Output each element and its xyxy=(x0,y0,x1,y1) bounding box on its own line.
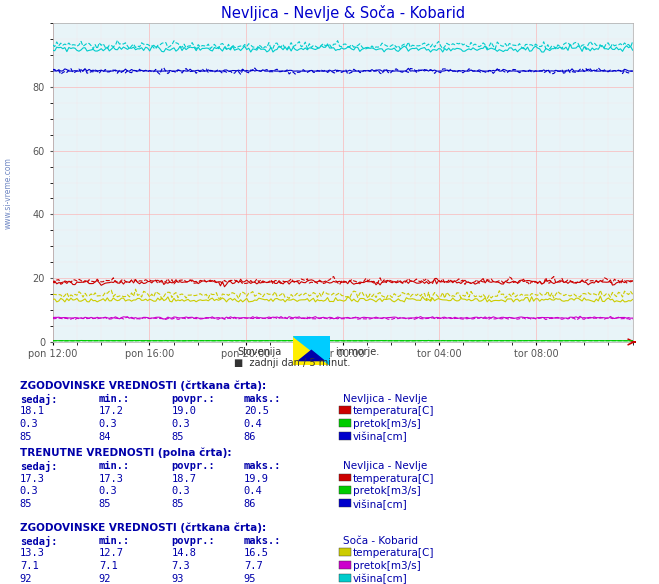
Text: in morje.: in morje. xyxy=(336,346,380,357)
Polygon shape xyxy=(293,336,330,365)
Text: 85: 85 xyxy=(99,499,111,509)
Polygon shape xyxy=(299,350,324,361)
Text: 18.1: 18.1 xyxy=(20,406,45,416)
Text: maks.:: maks.: xyxy=(244,461,281,471)
Text: 17.3: 17.3 xyxy=(99,474,124,484)
Text: temperatura[C]: temperatura[C] xyxy=(353,474,434,484)
Text: 92: 92 xyxy=(99,574,111,584)
Text: 85: 85 xyxy=(20,499,32,509)
Text: 12.7: 12.7 xyxy=(99,548,124,558)
Text: povpr.:: povpr.: xyxy=(171,394,215,404)
Polygon shape xyxy=(293,336,330,365)
Text: min.:: min.: xyxy=(99,394,130,404)
Text: višina[cm]: višina[cm] xyxy=(353,499,407,510)
Text: 14.8: 14.8 xyxy=(171,548,196,558)
Text: min.:: min.: xyxy=(99,461,130,471)
Text: 93: 93 xyxy=(171,574,184,584)
Text: pretok[m3/s]: pretok[m3/s] xyxy=(353,486,420,496)
Title: Nevljica - Nevlje & Soča - Kobarid: Nevljica - Nevlje & Soča - Kobarid xyxy=(221,5,465,21)
Text: 19.9: 19.9 xyxy=(244,474,269,484)
Text: 84: 84 xyxy=(99,432,111,442)
Text: 0.3: 0.3 xyxy=(99,419,117,429)
Text: 0.3: 0.3 xyxy=(171,419,190,429)
Text: povpr.:: povpr.: xyxy=(171,536,215,545)
Text: min.:: min.: xyxy=(99,536,130,545)
Text: ■  zadnji dan / 5 minut.: ■ zadnji dan / 5 minut. xyxy=(234,358,351,369)
Text: 0.4: 0.4 xyxy=(244,486,262,496)
Text: 13.3: 13.3 xyxy=(20,548,45,558)
Text: Soča - Kobarid: Soča - Kobarid xyxy=(343,536,418,545)
Text: Nevljica - Nevlje: Nevljica - Nevlje xyxy=(343,461,427,471)
Text: 95: 95 xyxy=(244,574,256,584)
Text: Slovenija: Slovenija xyxy=(237,346,281,357)
Text: 85: 85 xyxy=(171,432,184,442)
Text: sedaj:: sedaj: xyxy=(20,536,57,547)
Text: 0.3: 0.3 xyxy=(99,486,117,496)
Text: temperatura[C]: temperatura[C] xyxy=(353,406,434,416)
Text: višina[cm]: višina[cm] xyxy=(353,432,407,443)
Text: 19.0: 19.0 xyxy=(171,406,196,416)
Text: 18.7: 18.7 xyxy=(171,474,196,484)
Text: 7.3: 7.3 xyxy=(171,561,190,571)
Text: povpr.:: povpr.: xyxy=(171,461,215,471)
Text: 17.3: 17.3 xyxy=(20,474,45,484)
Text: 85: 85 xyxy=(171,499,184,509)
Text: 0.3: 0.3 xyxy=(20,419,38,429)
Text: www.si-vreme.com: www.si-vreme.com xyxy=(4,157,13,229)
Text: 0.3: 0.3 xyxy=(20,486,38,496)
Text: 86: 86 xyxy=(244,499,256,509)
Text: maks.:: maks.: xyxy=(244,536,281,545)
Text: sedaj:: sedaj: xyxy=(20,394,57,405)
Text: 7.1: 7.1 xyxy=(20,561,38,571)
Text: 86: 86 xyxy=(244,432,256,442)
Text: 16.5: 16.5 xyxy=(244,548,269,558)
Text: 85: 85 xyxy=(20,432,32,442)
Text: 0.4: 0.4 xyxy=(244,419,262,429)
Text: temperatura[C]: temperatura[C] xyxy=(353,548,434,558)
Text: sedaj:: sedaj: xyxy=(20,461,57,472)
Text: maks.:: maks.: xyxy=(244,394,281,404)
Text: 0.3: 0.3 xyxy=(171,486,190,496)
Text: 7.7: 7.7 xyxy=(244,561,262,571)
Text: višina[cm]: višina[cm] xyxy=(353,574,407,584)
Text: 7.1: 7.1 xyxy=(99,561,117,571)
Text: pretok[m3/s]: pretok[m3/s] xyxy=(353,419,420,429)
Text: 17.2: 17.2 xyxy=(99,406,124,416)
Text: TRENUTNE VREDNOSTI (polna črta):: TRENUTNE VREDNOSTI (polna črta): xyxy=(20,448,231,458)
Text: ZGODOVINSKE VREDNOSTI (črtkana črta):: ZGODOVINSKE VREDNOSTI (črtkana črta): xyxy=(20,523,266,533)
Text: pretok[m3/s]: pretok[m3/s] xyxy=(353,561,420,571)
Text: ZGODOVINSKE VREDNOSTI (črtkana črta):: ZGODOVINSKE VREDNOSTI (črtkana črta): xyxy=(20,381,266,391)
Text: 20.5: 20.5 xyxy=(244,406,269,416)
Text: 92: 92 xyxy=(20,574,32,584)
Text: Nevljica - Nevlje: Nevljica - Nevlje xyxy=(343,394,427,404)
